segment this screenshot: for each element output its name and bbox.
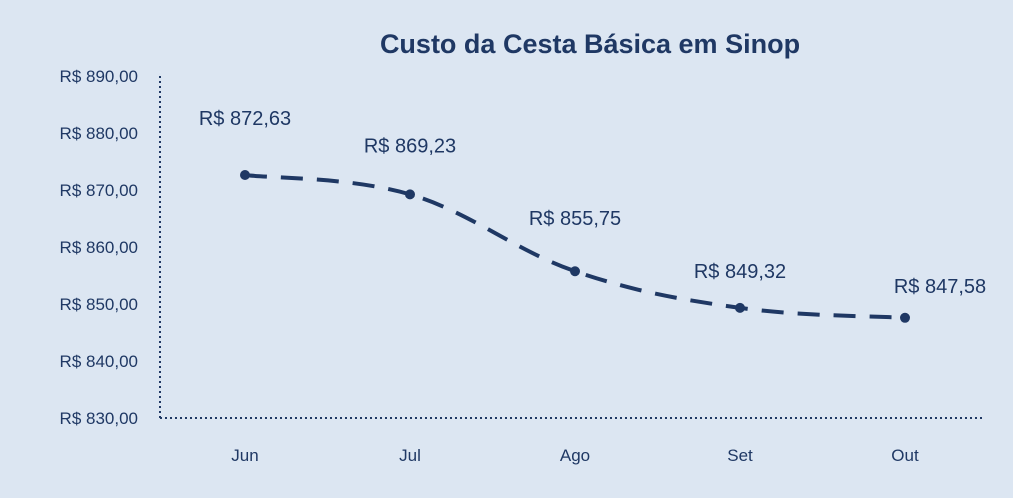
data-label: R$ 847,58 (894, 276, 986, 298)
y-tick-label: R$ 860,00 (60, 238, 138, 257)
y-axis-ticks: R$ 830,00 R$ 840,00 R$ 850,00 R$ 860,00 R$ 8… (60, 67, 138, 428)
y-tick-label: R$ 830,00 (60, 409, 138, 428)
data-point (240, 170, 250, 181)
x-tick-label: Jun (231, 446, 258, 465)
y-tick-label: R$ 870,00 (60, 181, 138, 200)
data-point (405, 189, 415, 200)
data-point (735, 302, 745, 313)
data-label: R$ 869,23 (364, 135, 456, 157)
data-point (900, 312, 910, 323)
data-label: R$ 855,75 (529, 208, 621, 230)
data-label: R$ 849,32 (694, 261, 786, 283)
x-tick-label: Out (891, 446, 919, 465)
chart-title: Custo da Cesta Básica em Sinop (380, 29, 800, 59)
x-tick-label: Ago (560, 446, 590, 465)
series-line (244, 173, 906, 320)
y-tick-label: R$ 880,00 (60, 124, 138, 143)
data-labels: R$ 872,63 R$ 869,23 R$ 855,75 R$ 849,32 R$ 8… (199, 108, 986, 298)
y-tick-label: R$ 840,00 (60, 352, 138, 371)
x-axis-ticks: Jun Jul Ago Set Out (231, 446, 919, 465)
data-points (240, 170, 910, 323)
x-tick-label: Jul (399, 446, 421, 465)
y-tick-label: R$ 890,00 (60, 67, 138, 86)
y-tick-label: R$ 850,00 (60, 295, 138, 314)
data-point (570, 266, 580, 277)
data-label: R$ 872,63 (199, 108, 291, 130)
x-tick-label: Set (727, 446, 753, 465)
